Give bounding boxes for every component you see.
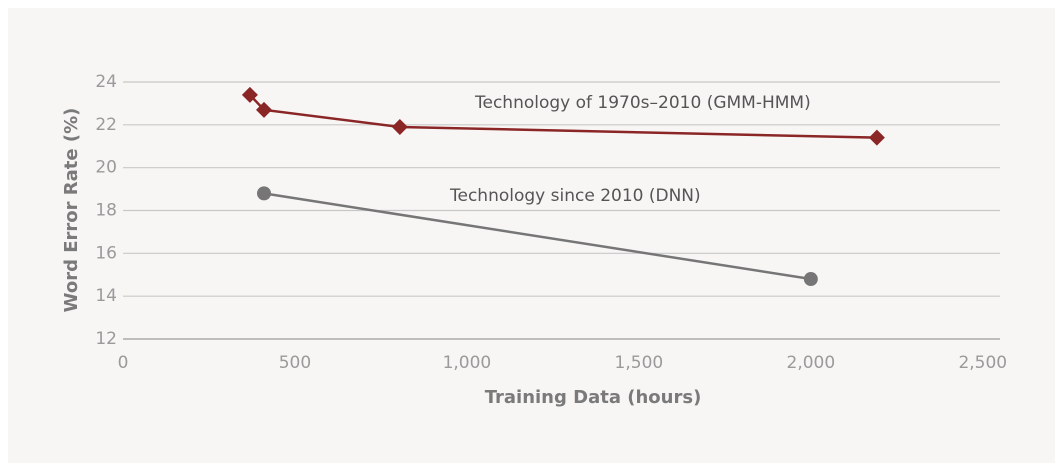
marker — [241, 86, 258, 103]
series-line — [248, 93, 877, 139]
x-axis-label: Training Data (hours) — [485, 387, 702, 408]
x-tick-label: 2,000 — [787, 353, 836, 373]
x-tick-label: 500 — [279, 353, 311, 373]
marker — [868, 129, 885, 146]
annotation: Technology of 1970s–2010 (GMM-HMM) — [474, 93, 811, 113]
x-tick-label: 0 — [118, 353, 129, 373]
marker — [803, 272, 818, 287]
y-tick-label: 18 — [95, 201, 117, 221]
marker — [257, 186, 272, 201]
y-tick-label: 14 — [95, 286, 117, 306]
y-tick-label: 16 — [95, 243, 117, 263]
x-tick-label: 1,500 — [615, 353, 664, 373]
y-tick-label: 20 — [95, 158, 117, 178]
series-line — [263, 192, 812, 281]
annotation: Technology since 2010 (DNN) — [449, 186, 701, 206]
x-tick-label: 1,000 — [443, 353, 492, 373]
y-tick-label: 24 — [95, 72, 117, 92]
marker — [256, 101, 273, 118]
y-axis-label: Word Error Rate (%) — [61, 108, 82, 313]
marker — [391, 118, 408, 135]
y-tick-label: 22 — [95, 115, 117, 135]
y-tick-label: 12 — [95, 329, 117, 349]
x-tick-label: 2,500 — [958, 353, 1007, 373]
